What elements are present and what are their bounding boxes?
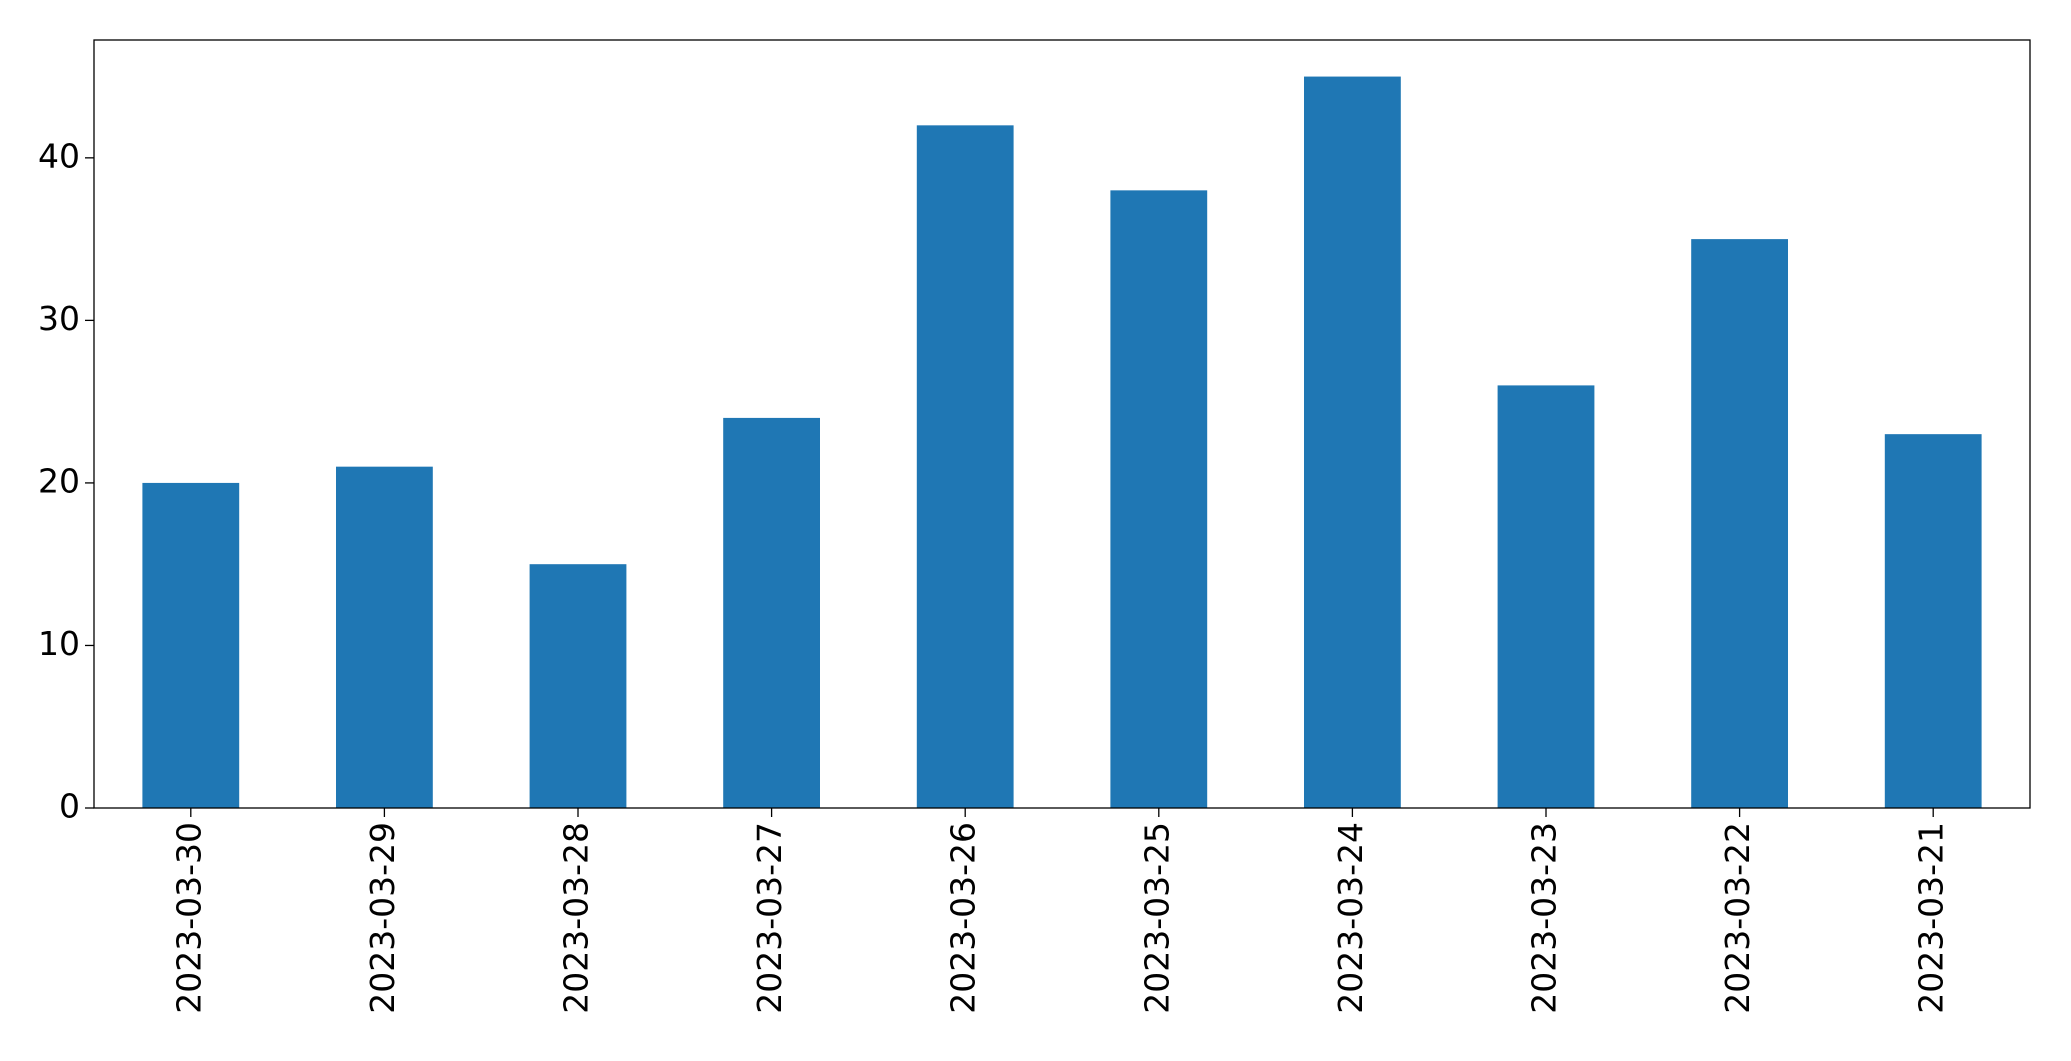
- x-tick-label: 2023-03-22: [1718, 822, 1757, 1014]
- x-tick-label: 2023-03-23: [1525, 822, 1564, 1014]
- bar: [529, 564, 627, 808]
- bar: [336, 466, 433, 808]
- bar: [1497, 385, 1595, 808]
- y-tick-label: 0: [59, 787, 80, 826]
- x-tick-label: 2023-03-25: [1137, 822, 1176, 1014]
- x-tick-label: 2023-03-29: [363, 822, 402, 1014]
- y-tick-label: 30: [38, 299, 80, 338]
- bar: [1691, 239, 1788, 809]
- x-tick-label: 2023-03-27: [750, 822, 789, 1014]
- bar: [723, 417, 820, 808]
- x-tick-label: 2023-03-28: [557, 822, 596, 1014]
- bar: [916, 125, 1014, 809]
- plot-frame: [93, 39, 2031, 809]
- x-tick-label: 2023-03-21: [1912, 822, 1951, 1014]
- x-tick-label: 2023-03-30: [169, 822, 208, 1014]
- bar: [1110, 190, 1208, 808]
- bar: [142, 482, 240, 808]
- y-tick-label: 40: [38, 136, 80, 175]
- y-tick-label: 20: [38, 461, 80, 500]
- x-tick-label: 2023-03-26: [944, 822, 983, 1014]
- bar: [1884, 434, 1982, 808]
- x-tick-label: 2023-03-24: [1331, 822, 1370, 1014]
- y-tick-label: 10: [38, 624, 80, 663]
- bar: [1304, 76, 1401, 809]
